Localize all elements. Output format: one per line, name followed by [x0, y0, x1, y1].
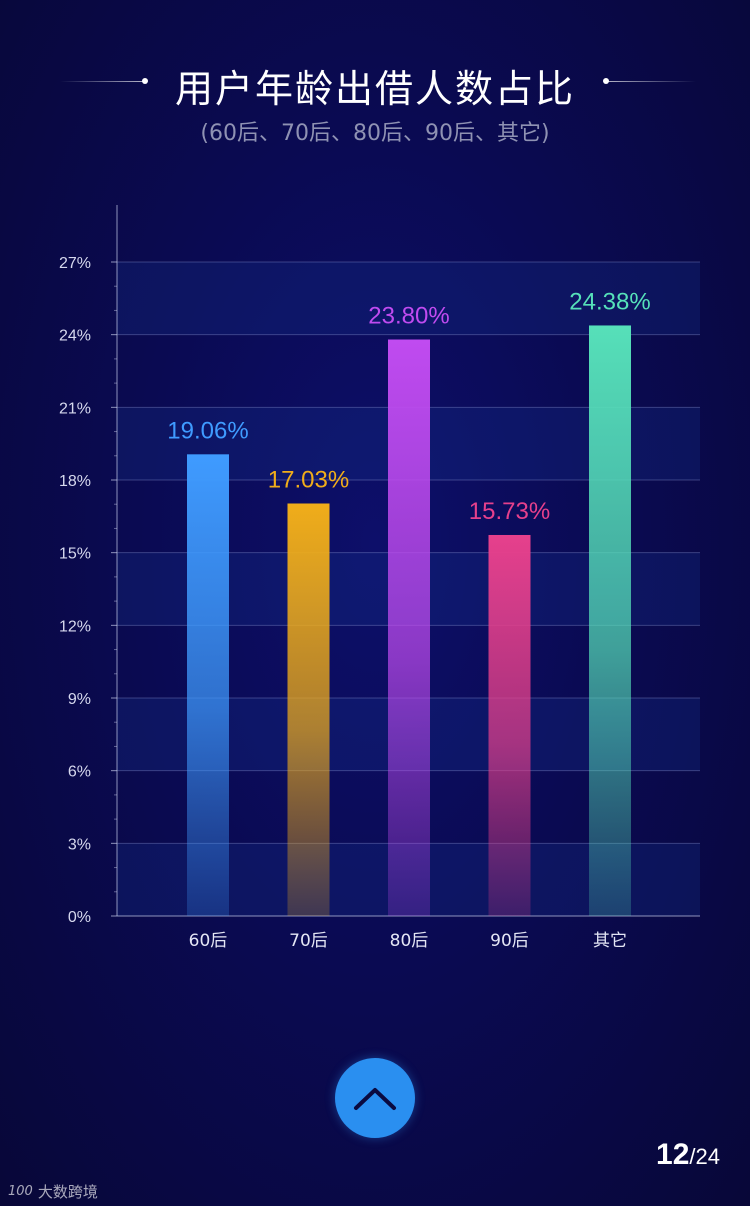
bar-2: [287, 503, 330, 916]
x-tick-label: 60后: [189, 931, 228, 951]
watermark: 100 大数跨境: [8, 1181, 98, 1202]
page-title: 用户年龄出借人数占比: [174, 67, 575, 111]
watermark-logo: 100: [8, 1184, 33, 1199]
bar-value-label: 15.73%: [469, 498, 550, 525]
bar-value-label: 17.03%: [268, 466, 349, 493]
title-decoration-line-left: [60, 81, 145, 82]
y-tick-label: 12%: [59, 618, 91, 635]
scroll-up-button[interactable]: [335, 1058, 415, 1138]
y-tick-label: 15%: [59, 546, 91, 563]
bar-chart: 0% 3% 6% 9% 12% 15% 18% 21% 24% 27% 19.06% 60后 17.0…: [59, 205, 700, 951]
x-tick-label: 70后: [289, 931, 328, 951]
title-decoration-line-right: [606, 81, 696, 82]
x-tick-label: 其它: [593, 931, 627, 951]
bar-value-label: 19.06%: [167, 417, 248, 444]
page-separator: /: [689, 1144, 696, 1169]
page-indicator: 12/24: [656, 1138, 720, 1172]
x-tick-label: 90后: [490, 931, 529, 951]
bar-5: [589, 325, 631, 916]
x-tick-label: 80后: [390, 931, 429, 951]
page-current: 12: [656, 1138, 690, 1171]
title-bar: 用户年龄出借人数占比: [0, 52, 750, 112]
y-tick-label: 0%: [68, 909, 91, 926]
bar-1: [187, 454, 229, 916]
page-total: 24: [695, 1144, 720, 1169]
y-tick-label: 9%: [68, 691, 91, 708]
bar-4: [488, 534, 531, 916]
grid-band: [117, 262, 700, 335]
bar-value-label: 24.38%: [569, 288, 650, 315]
y-tick-label: 6%: [68, 764, 91, 781]
bar-3: [388, 339, 430, 916]
page-subtitle: (60后、70后、80后、90后、其它): [200, 121, 550, 146]
y-tick-label: 21%: [59, 400, 91, 417]
y-tick-label: 3%: [68, 836, 91, 853]
y-tick-label: 18%: [59, 473, 91, 490]
watermark-text: 大数跨境: [37, 1183, 98, 1201]
chevron-up-icon: [354, 1088, 396, 1110]
bar-value-label: 23.80%: [368, 303, 449, 330]
title-decoration-dot-left: [142, 78, 148, 84]
y-tick-label: 24%: [59, 328, 91, 345]
y-tick-label: 27%: [59, 255, 91, 272]
